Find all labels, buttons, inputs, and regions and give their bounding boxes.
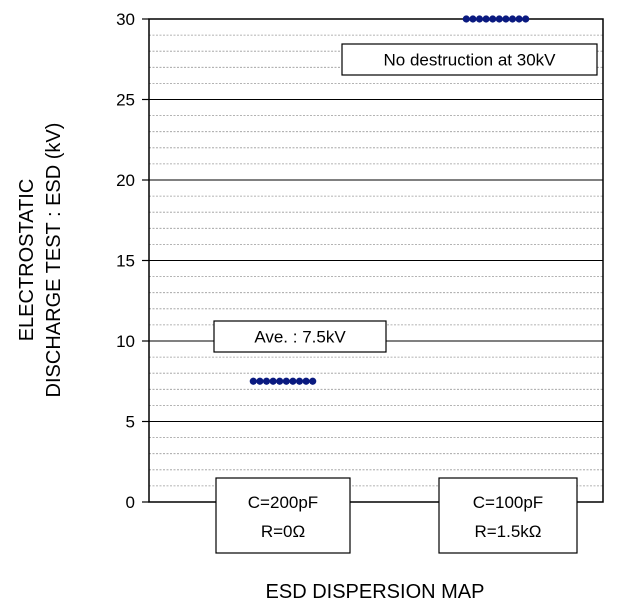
data-point [475,15,484,23]
annotations: Ave. : 7.5kV No destruction at 30kV [213,43,598,353]
data-point [276,377,284,385]
category-label: C=100pF R=1.5kΩ [438,477,578,554]
minor-grid [149,34,603,487]
y-tick-label: 10 [116,332,135,351]
data-point [256,377,264,385]
y-tick-label: 0 [126,493,135,512]
data-point [302,377,310,385]
annotation-text: Ave. : 7.5kV [254,328,346,347]
data-point [262,377,271,385]
y-axis-ticks: 0 5 10 15 20 25 30 [116,10,149,512]
category-labels: C=200pF R=0Ω C=100pF R=1.5kΩ [215,477,578,554]
annotation-box: Ave. : 7.5kV [213,320,387,353]
data-point [309,377,317,385]
y-axis-label-line-2: DISCHARGE TEST : ESD (kV) [43,123,65,398]
data-markers [249,15,530,385]
category-line-2: R=0Ω [261,522,305,541]
data-point [295,377,304,385]
data-point [508,15,517,23]
data-point [249,377,257,385]
data-point [515,15,523,23]
data-point [289,377,297,385]
y-tick-label: 5 [126,413,135,432]
y-tick-label: 25 [116,91,135,110]
data-point [462,15,470,23]
data-point [522,15,530,23]
category-line-1: C=100pF [473,493,543,512]
data-point [502,15,510,23]
x-axis-label: ESD DISPERSION MAP [266,581,485,603]
category-line-1: C=200pF [248,493,318,512]
annotation-text: No destruction at 30kV [384,51,557,70]
y-tick-label: 30 [116,10,135,29]
data-point [489,15,497,23]
y-axis-label-line-1: ELECTROSTATIC [16,179,38,342]
category-line-2: R=1.5kΩ [474,522,541,541]
major-grid [149,99,603,422]
annotation-frame [213,320,387,353]
category-frame [438,477,578,554]
data-point [495,15,503,23]
annotation-box: No destruction at 30kV [341,43,598,76]
y-tick-label: 20 [116,171,135,190]
category-frame [215,477,351,554]
y-tick-label: 15 [116,252,135,271]
category-label: C=200pF R=0Ω [215,477,351,554]
data-point [469,15,477,23]
annotation-frame [341,43,598,76]
data-point [282,377,290,385]
data-point [269,377,277,385]
data-point [482,15,490,23]
